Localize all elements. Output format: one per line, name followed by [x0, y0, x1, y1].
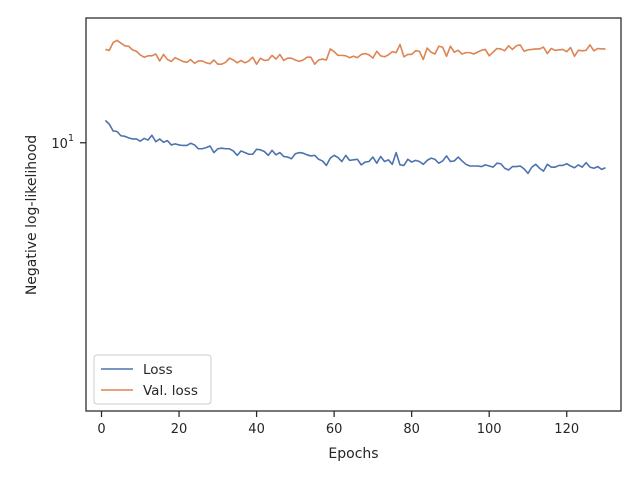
legend: Loss Val. loss	[93, 354, 212, 405]
series-layer	[104, 39, 606, 175]
x-tick-label: 60	[326, 422, 343, 437]
y-tick-label: 101	[51, 133, 74, 152]
x-tick-label: 100	[477, 422, 502, 437]
x-tick-label: 0	[97, 422, 105, 437]
loss-line	[104, 119, 606, 175]
legend-box	[93, 354, 212, 405]
x-axis-label: Epochs	[328, 446, 378, 462]
y-axis-ticks: 101	[51, 133, 86, 152]
x-tick-label: 120	[554, 422, 579, 437]
plot-area-frame	[85, 17, 622, 412]
legend-label-loss: Loss	[143, 362, 173, 378]
legend-label-val-loss: Val. loss	[143, 383, 198, 399]
x-tick-label: 20	[171, 422, 188, 437]
x-tick-label: 80	[403, 422, 420, 437]
x-tick-label: 40	[248, 422, 265, 437]
y-axis-label: Negative log-likelihood	[24, 135, 40, 295]
val-loss-line	[105, 39, 606, 66]
x-axis-ticks: 0 20 40 60 80 100 120	[97, 411, 579, 437]
